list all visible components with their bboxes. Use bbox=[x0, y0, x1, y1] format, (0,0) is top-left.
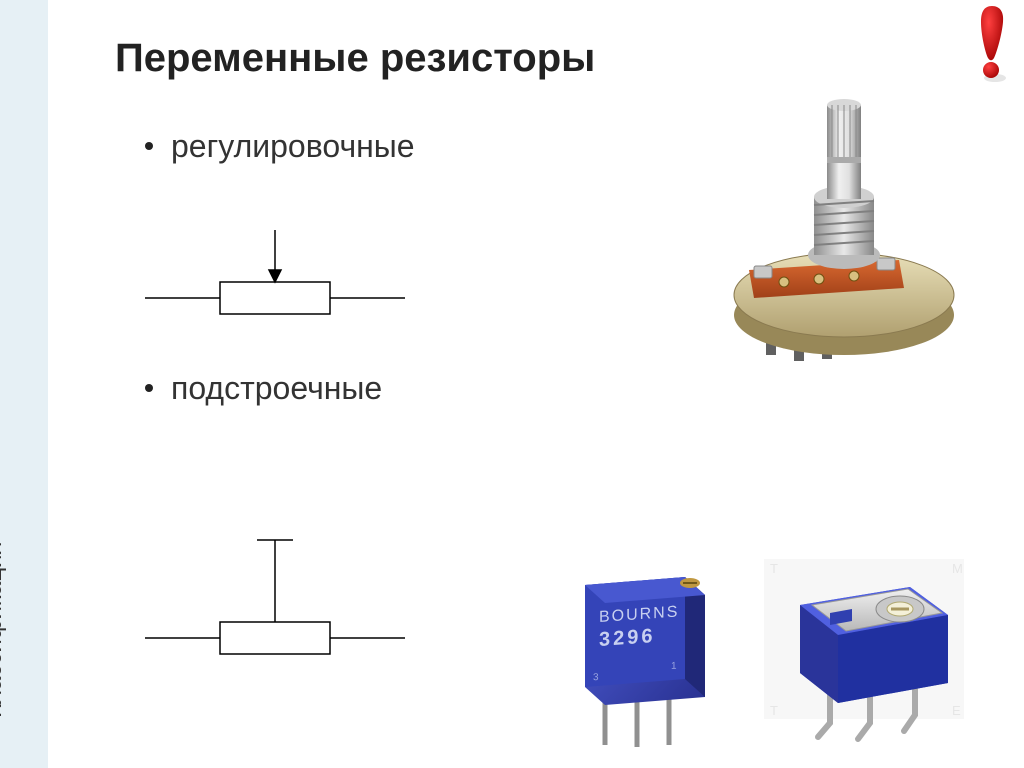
bullet-trimming: подстроечные bbox=[145, 370, 382, 407]
trimmer-multiturn-photo: BOURNS 3296 3 1 bbox=[555, 555, 725, 750]
svg-text:T: T bbox=[770, 561, 778, 576]
exclamation-icon bbox=[972, 4, 1012, 84]
svg-text:M: M bbox=[952, 561, 963, 576]
page-title: Переменные резисторы bbox=[115, 36, 595, 81]
svg-text:T: T bbox=[770, 703, 778, 718]
bullet-dot-icon bbox=[145, 142, 153, 150]
potentiometer-photo bbox=[674, 80, 984, 390]
schematic-trimming bbox=[145, 520, 405, 670]
schematic-adjusting bbox=[145, 210, 405, 330]
side-label: Классификация bbox=[0, 542, 8, 718]
bullet-trimming-label: подстроечные bbox=[171, 370, 382, 406]
slide: Классификация Переменные резисторы регул… bbox=[0, 0, 1024, 768]
bullet-adjusting-label: регулировочные bbox=[171, 128, 415, 164]
trimmer-model-label: 3296 bbox=[599, 625, 655, 651]
bullet-dot-icon bbox=[145, 384, 153, 392]
trimmer-singleturn-photo: T M T E bbox=[760, 555, 970, 745]
bullet-adjusting: регулировочные bbox=[145, 128, 415, 165]
svg-text:3: 3 bbox=[593, 672, 599, 683]
svg-text:1: 1 bbox=[671, 661, 677, 672]
svg-text:E: E bbox=[952, 703, 961, 718]
svg-text:3296: 3296 bbox=[599, 625, 655, 651]
